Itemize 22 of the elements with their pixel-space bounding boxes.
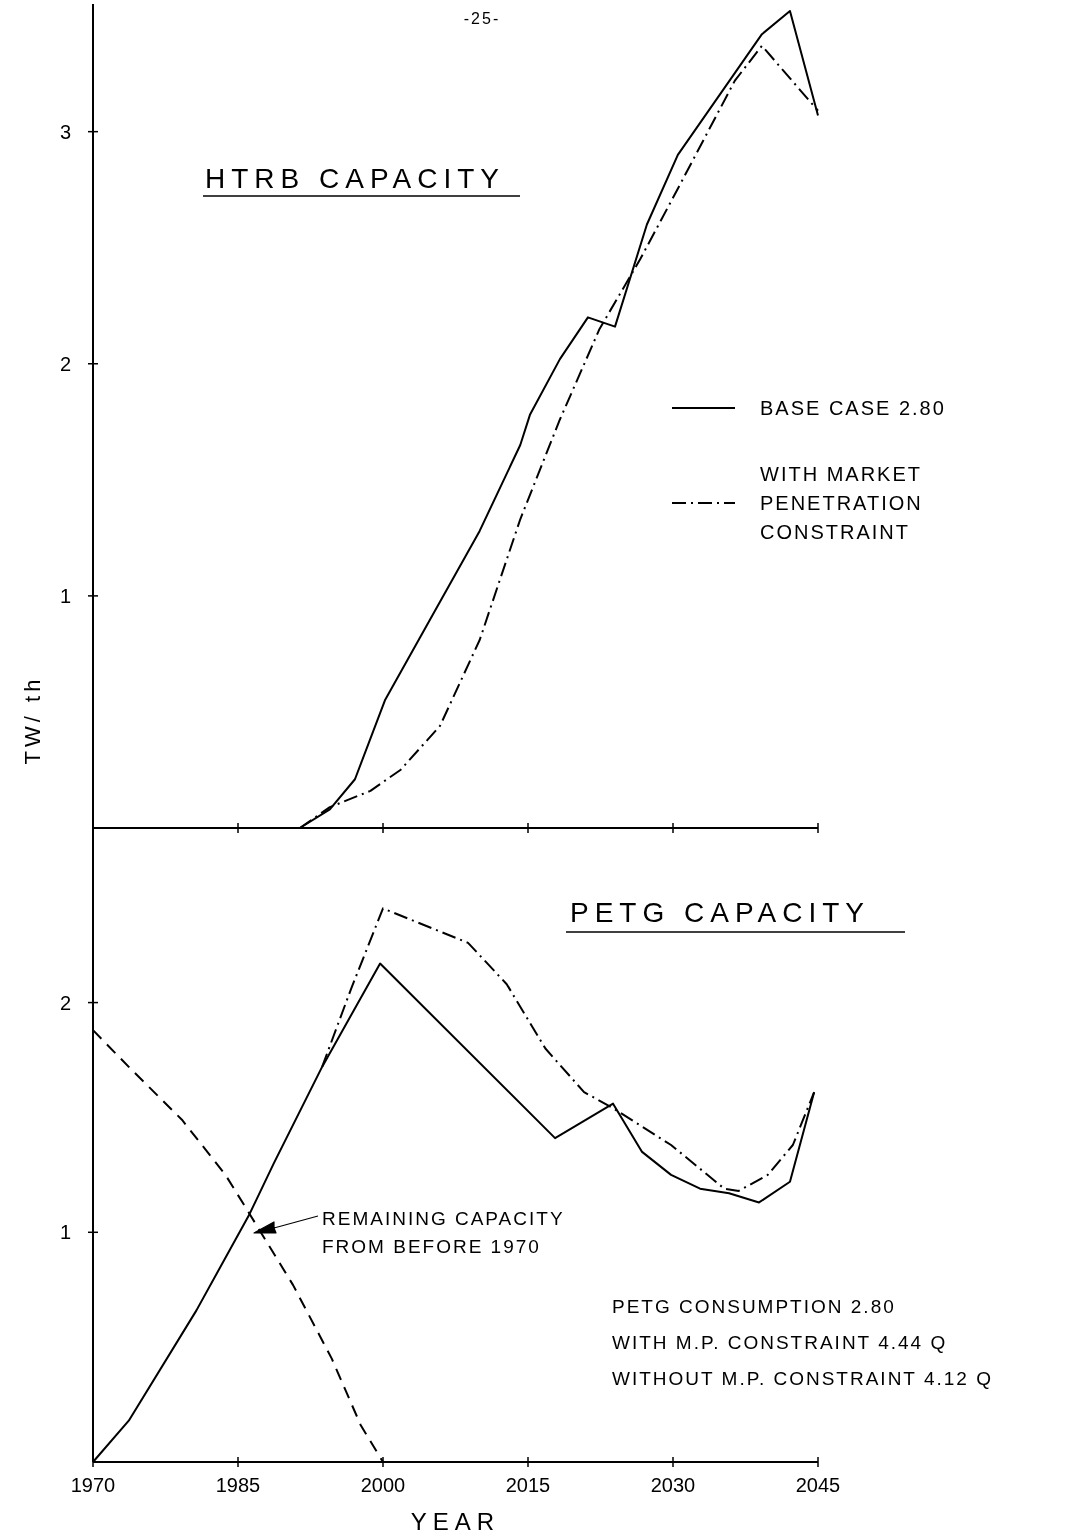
text: PETG CAPACITY [570, 897, 870, 928]
x-tick-label: 2045 [795, 1474, 841, 1496]
y-tick-label: 3 [59, 120, 71, 143]
x-tick-label: 2000 [360, 1474, 406, 1496]
annotation: -25- [463, 10, 501, 27]
annotation: WITHOUT M.P. CONSTRAINT 4.12 Q [612, 1368, 993, 1389]
legend-label: BASE CASE 2.80 [760, 397, 946, 419]
y-axis-title: TW/ th [20, 675, 45, 765]
y-tick-label: 2 [59, 352, 71, 375]
x-axis-title: YEAR [410, 1508, 501, 1535]
x-tick-label: 1970 [70, 1474, 116, 1496]
text: HTRB CAPACITY [205, 163, 505, 194]
y-tick-label: 2 [59, 991, 71, 1014]
x-tick-label: 2030 [650, 1474, 696, 1496]
annotation: REMAINING CAPACITY FROM BEFORE 1970 [322, 1208, 565, 1257]
y-tick-label: 1 [59, 1221, 71, 1244]
annotation: WITH M.P. CONSTRAINT 4.44 Q [612, 1332, 948, 1353]
annotation: PETG CONSUMPTION 2.80 [612, 1296, 896, 1317]
legend-label: WITH MARKET PENETRATION CONSTRAINT [760, 463, 923, 543]
x-tick-label: 1985 [215, 1474, 261, 1496]
y-tick-label: 1 [59, 584, 71, 607]
x-tick-label: 2015 [505, 1474, 551, 1496]
